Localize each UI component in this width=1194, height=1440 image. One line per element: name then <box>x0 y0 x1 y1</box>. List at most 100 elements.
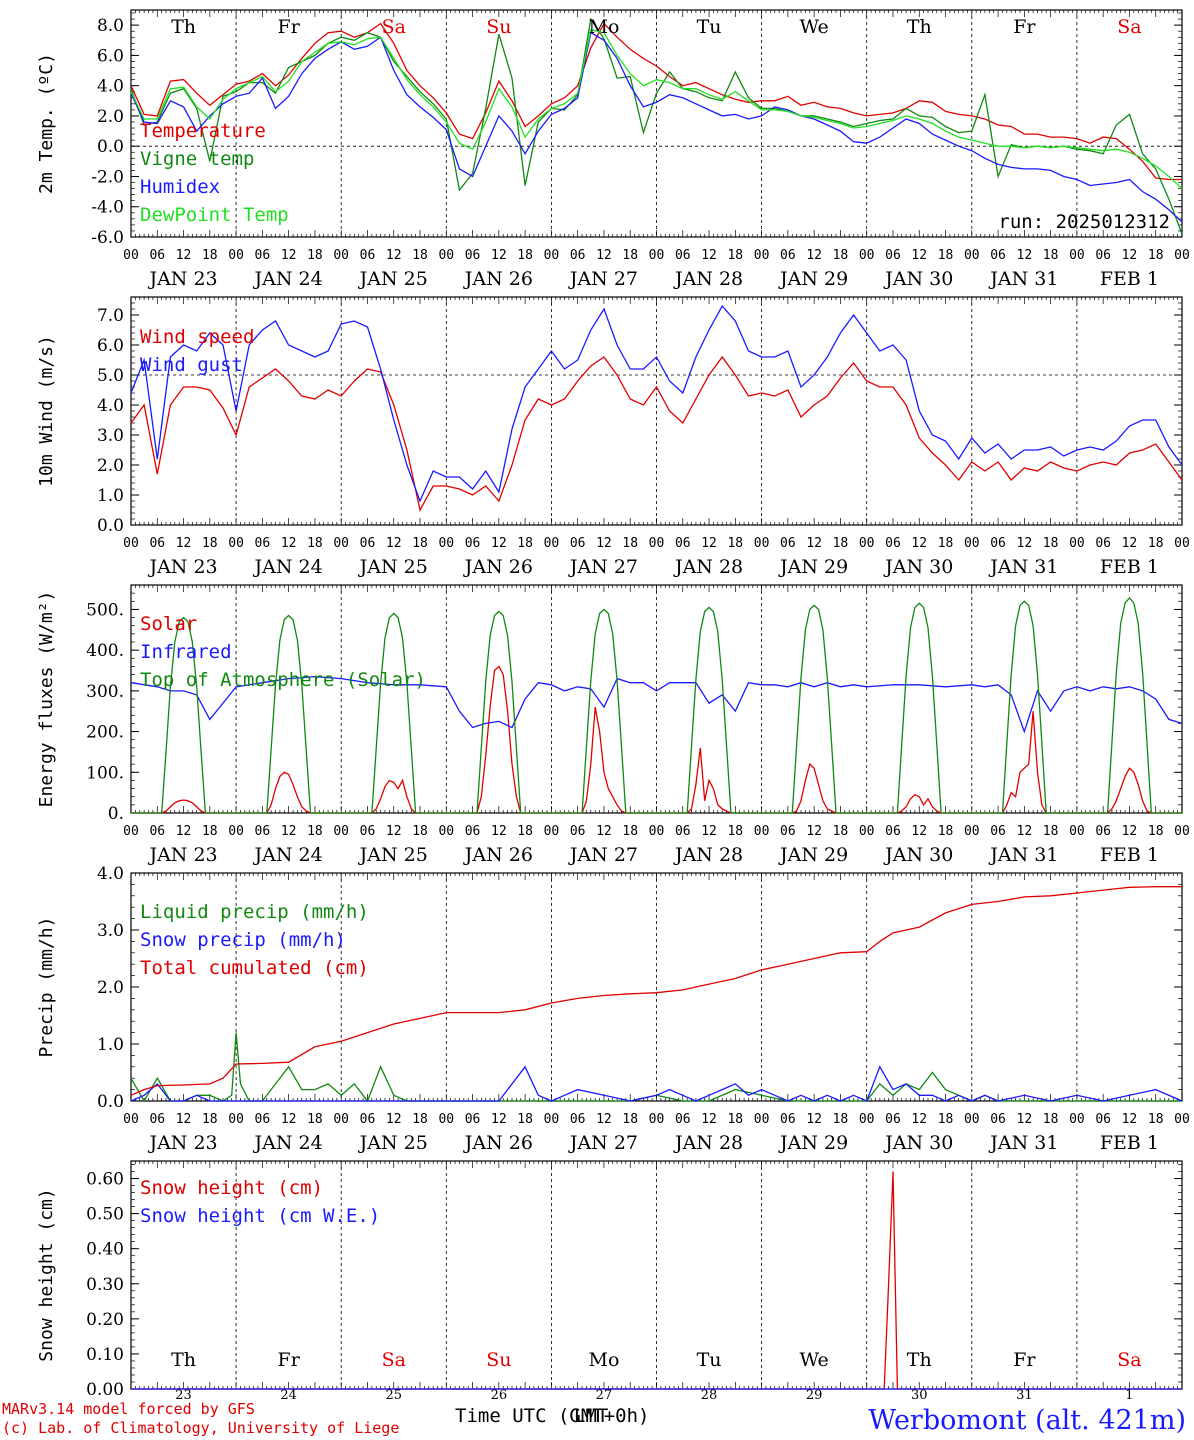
y-tick-label: 0.60 <box>86 1170 124 1190</box>
x-hour-label: 18 <box>1148 824 1164 839</box>
weekday-label-top: Sa <box>382 16 406 38</box>
x-hour-label: 00 <box>544 536 560 551</box>
y-tick-label: 2.0 <box>97 107 124 127</box>
x-hour-label: 12 <box>701 824 717 839</box>
y-tick-label: 4.0 <box>97 77 124 97</box>
x-hour-label: 12 <box>281 1112 297 1127</box>
x-hour-label: 00 <box>333 248 349 263</box>
station-title: Werbomont (alt. 421m) <box>868 1405 1186 1436</box>
x-hour-label: 00 <box>964 1112 980 1127</box>
series-line-temperature <box>130 22 1182 181</box>
x-day-label: JAN 25 <box>358 844 428 866</box>
x-hour-label: 00 <box>754 248 770 263</box>
y-axis-label: Snow height (cm) <box>36 1188 57 1361</box>
y-tick-label: 2.0 <box>97 456 124 476</box>
weekday-label-bottom: Tu <box>697 1349 722 1371</box>
x-hour-label: 18 <box>833 1112 849 1127</box>
x-hour-label: 12 <box>806 536 822 551</box>
x-day-label: JAN 23 <box>147 844 217 866</box>
weekday-label-bottom: Fr <box>1013 1349 1036 1371</box>
y-axis-label: Energy fluxes (W/m²) <box>36 591 57 808</box>
x-day-label: JAN 24 <box>253 268 323 290</box>
x-hour-label: 12 <box>491 248 507 263</box>
y-tick-label: 0.0 <box>97 137 124 157</box>
x-hour-label: 18 <box>307 824 323 839</box>
x-hour-label: 00 <box>123 248 139 263</box>
weekday-label-bottom: Mo <box>588 1349 619 1371</box>
day-number-label: 31 <box>1016 1388 1033 1403</box>
x-day-label: JAN 26 <box>463 556 533 578</box>
x-axis-label: Time UTC (GMT+0h) <box>455 1405 650 1427</box>
x-hour-label: 06 <box>465 1112 481 1127</box>
x-hour-label: 18 <box>938 1112 954 1127</box>
x-hour-label: 06 <box>149 536 165 551</box>
x-hour-label: 12 <box>281 824 297 839</box>
panel-4: 0.0 1.0 2.0 3.0 4.0 Precip (mm/h) Liquid preci… <box>36 864 1190 1154</box>
x-hour-label: 00 <box>649 536 665 551</box>
y-tick-label: 200. <box>86 723 124 743</box>
x-day-label: FEB 1 <box>1100 556 1159 578</box>
x-hour-label: 18 <box>727 248 743 263</box>
x-hour-label: 00 <box>964 824 980 839</box>
x-hour-label: 00 <box>123 1112 139 1127</box>
x-hour-label: 06 <box>990 536 1006 551</box>
x-hour-label: 00 <box>859 248 875 263</box>
x-day-label: JAN 30 <box>883 844 953 866</box>
legend-entry: Temperature <box>140 120 266 142</box>
x-day-label: JAN 24 <box>253 556 323 578</box>
series-line-infrared <box>130 675 1183 734</box>
weekday-label-top: Fr <box>278 16 301 38</box>
x-hour-label: 06 <box>885 1112 901 1127</box>
y-tick-label: 7.0 <box>97 306 124 326</box>
x-hour-label: 06 <box>990 824 1006 839</box>
x-hour-label: 18 <box>412 536 428 551</box>
x-hour-label: 12 <box>806 824 822 839</box>
x-hour-label: 12 <box>1017 1112 1033 1127</box>
x-hour-label: 18 <box>833 824 849 839</box>
x-hour-label: 18 <box>622 824 638 839</box>
x-hour-label: 18 <box>517 1112 533 1127</box>
x-hour-label: 06 <box>1095 1112 1111 1127</box>
x-day-label: JAN 29 <box>778 1132 848 1154</box>
x-hour-label: 18 <box>622 1112 638 1127</box>
x-day-label: JAN 30 <box>883 268 953 290</box>
x-hour-label: 18 <box>1043 1112 1059 1127</box>
y-tick-label: 0.20 <box>86 1310 124 1330</box>
x-day-label: FEB 1 <box>1100 1132 1159 1154</box>
x-hour-label: 06 <box>675 536 691 551</box>
x-hour-label: 00 <box>438 536 454 551</box>
x-hour-label: 12 <box>1122 824 1138 839</box>
x-hour-label: 12 <box>911 1112 927 1127</box>
x-day-label: JAN 31 <box>988 1132 1058 1154</box>
series-line-wind-speed <box>130 355 1183 512</box>
weekday-label-bottom: We <box>800 1349 829 1371</box>
x-hour-label: 00 <box>754 1112 770 1127</box>
x-hour-label: 12 <box>386 1112 402 1127</box>
x-hour-label: 06 <box>149 824 165 839</box>
x-hour-label: 06 <box>885 248 901 263</box>
x-day-label: JAN 24 <box>253 1132 323 1154</box>
x-hour-label: 06 <box>360 248 376 263</box>
x-hour-label: 06 <box>465 824 481 839</box>
x-hour-label: 18 <box>412 824 428 839</box>
x-hour-label: 12 <box>596 536 612 551</box>
legend-entry: Snow height (cm) <box>140 1177 323 1199</box>
y-tick-label: 0.40 <box>86 1240 124 1260</box>
x-day-label: JAN 31 <box>988 556 1058 578</box>
day-number-label: 28 <box>701 1388 718 1403</box>
x-hour-label: 18 <box>517 248 533 263</box>
x-hour-label: 00 <box>544 248 560 263</box>
y-tick-label: 4.0 <box>97 864 124 884</box>
legend-entry: Vigne temp <box>140 148 254 170</box>
x-hour-label: 06 <box>570 1112 586 1127</box>
x-hour-label: 00 <box>1069 536 1085 551</box>
weekday-label-top: We <box>800 16 829 38</box>
x-hour-label: 06 <box>570 824 586 839</box>
x-hour-label: 06 <box>149 1112 165 1127</box>
x-hour-label: 12 <box>386 248 402 263</box>
x-axis-label-overlay: LMT <box>574 1405 609 1427</box>
x-hour-label: 06 <box>780 536 796 551</box>
x-day-label: JAN 30 <box>883 556 953 578</box>
x-day-label: JAN 28 <box>673 556 743 578</box>
x-hour-label: 06 <box>465 248 481 263</box>
